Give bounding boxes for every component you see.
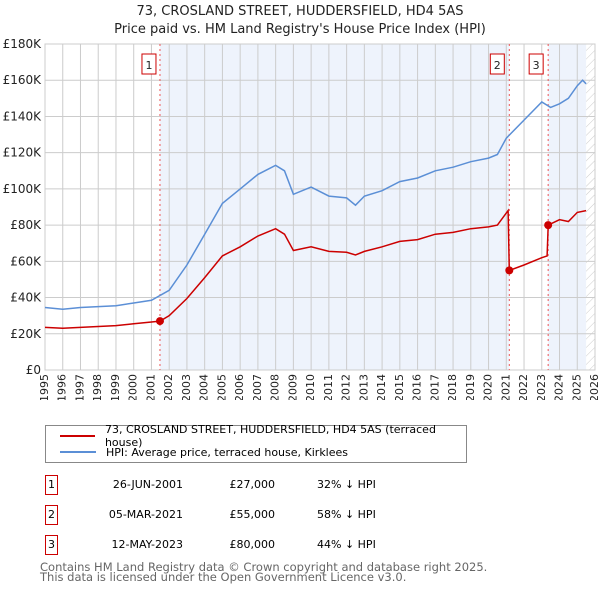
x-tick-label: 2023 <box>535 374 548 400</box>
shaded-period <box>548 44 587 370</box>
x-tick-label: 2026 <box>588 374 600 400</box>
y-tick-label: £120K <box>3 146 43 160</box>
sale-date: 05-MAR-2021 <box>108 508 183 521</box>
sale-marker-label: 3 <box>45 535 58 555</box>
sale-marker-box <box>528 53 544 75</box>
sale-price: £80,000 <box>229 538 276 551</box>
sale-marker-label: 1 <box>145 59 152 72</box>
x-tick-label: 2024 <box>553 374 566 400</box>
chart-subtitle: Price paid vs. HM Land Registry's House … <box>114 22 486 37</box>
shaded-period <box>159 44 510 370</box>
x-tick-label: 2020 <box>482 374 495 400</box>
legend-swatch-property <box>60 435 95 437</box>
legend-swatch-hpi <box>60 451 96 453</box>
x-tick-label: 2018 <box>446 374 459 400</box>
x-tick-label: 2005 <box>215 374 228 400</box>
future-hatch <box>586 44 595 370</box>
y-tick-label: £180K <box>3 37 43 51</box>
x-tick-label: 2021 <box>499 374 512 400</box>
hpi-line <box>44 79 587 311</box>
sale-marker-label: 1 <box>45 475 58 495</box>
sale-point <box>155 317 164 326</box>
legend-label-property: 73, CROSLAND STREET, HUDDERSFIELD, HD4 5… <box>104 423 436 449</box>
x-tick-label: 2017 <box>428 374 441 400</box>
x-tick-label: 2009 <box>286 374 299 400</box>
sale-marker-label: 3 <box>533 59 540 72</box>
footer-licence: This data is licensed under the Open Gov… <box>40 570 407 584</box>
x-tick-label: 2012 <box>340 374 353 400</box>
sale-date: 26-JUN-2001 <box>112 478 183 491</box>
sale-row: 1 26-JUN-2001 £27,000 32% ↓ HPI <box>45 475 445 495</box>
x-tick-label: 2022 <box>517 374 530 400</box>
x-tick-label: 2001 <box>144 374 157 400</box>
y-tick-label: £100K <box>3 182 43 196</box>
sale-hpi-diff: 44% ↓ HPI <box>317 538 376 551</box>
x-tick-label: 2004 <box>198 374 211 400</box>
sale-marker-label: 2 <box>45 505 58 525</box>
sale-date: 12-MAY-2023 <box>111 538 183 551</box>
y-tick-label: £40K <box>10 291 42 305</box>
legend: 73, CROSLAND STREET, HUDDERSFIELD, HD4 5… <box>45 423 467 463</box>
x-tick-label: 2015 <box>393 374 406 400</box>
x-tick-label: 2000 <box>127 374 140 400</box>
sale-point <box>505 266 514 275</box>
plot-border <box>44 43 596 371</box>
x-tick-label: 1995 <box>38 374 51 400</box>
sale-marker-label: 2 <box>494 59 501 72</box>
x-tick-label: 2025 <box>570 374 583 400</box>
sale-hpi-diff: 32% ↓ HPI <box>317 478 376 491</box>
x-tick-label: 2013 <box>357 374 370 400</box>
x-tick-label: 1996 <box>56 374 69 400</box>
sale-row: 2 05-MAR-2021 £55,000 58% ↓ HPI <box>45 505 445 525</box>
x-tick-label: 2011 <box>322 374 335 400</box>
y-tick-label: £140K <box>3 109 43 123</box>
sale-price: £27,000 <box>229 478 276 491</box>
sale-marker-box <box>141 53 157 75</box>
sale-hpi-diff: 58% ↓ HPI <box>317 508 376 521</box>
plot-area: 1995 1996 1997 1998 1999 2000 2001 2002 2003 2004… <box>3 37 600 400</box>
x-tick-label: 2003 <box>180 374 193 400</box>
y-tick-label: £60K <box>10 254 42 268</box>
property-price-line <box>44 208 587 330</box>
legend-label-hpi: HPI: Average price, terraced house, Kirk… <box>106 445 349 459</box>
y-tick-label: £0 <box>26 363 41 377</box>
y-tick-label: £20K <box>10 327 42 341</box>
x-tick-label: 1999 <box>109 374 122 400</box>
x-tick-label: 2016 <box>411 374 424 400</box>
x-tick-label: 2006 <box>233 374 246 400</box>
footer-copyright: Contains HM Land Registry data © Crown c… <box>40 560 488 574</box>
y-tick-label: £160K <box>3 73 43 87</box>
sale-price: £55,000 <box>229 508 276 521</box>
x-tick-label: 2010 <box>304 374 317 400</box>
x-tick-label: 2008 <box>269 374 282 400</box>
x-tick-label: 2019 <box>464 374 477 400</box>
x-tick-label: 2014 <box>375 374 388 400</box>
x-tick-label: 1998 <box>91 374 104 400</box>
x-tick-label: 2002 <box>162 374 175 400</box>
sale-row: 3 12-MAY-2023 £80,000 44% ↓ HPI <box>45 535 445 555</box>
x-tick-label: 2007 <box>251 374 264 400</box>
x-tick-label: 1997 <box>73 374 86 400</box>
sale-point <box>544 221 553 230</box>
chart-title: 73, CROSLAND STREET, HUDDERSFIELD, HD4 5… <box>136 4 464 19</box>
sale-marker-box <box>489 53 505 75</box>
y-tick-label: £80K <box>10 218 42 232</box>
